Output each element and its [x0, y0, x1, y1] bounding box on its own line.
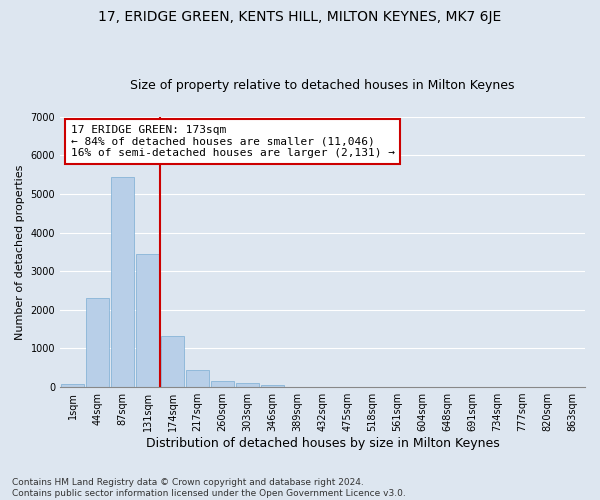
Bar — [61, 384, 84, 387]
Bar — [186, 370, 209, 387]
Bar — [236, 384, 259, 387]
Text: Contains HM Land Registry data © Crown copyright and database right 2024.
Contai: Contains HM Land Registry data © Crown c… — [12, 478, 406, 498]
Bar — [86, 298, 109, 387]
Text: 17 ERIDGE GREEN: 173sqm
← 84% of detached houses are smaller (11,046)
16% of sem: 17 ERIDGE GREEN: 173sqm ← 84% of detache… — [71, 125, 395, 158]
Text: 17, ERIDGE GREEN, KENTS HILL, MILTON KEYNES, MK7 6JE: 17, ERIDGE GREEN, KENTS HILL, MILTON KEY… — [98, 10, 502, 24]
X-axis label: Distribution of detached houses by size in Milton Keynes: Distribution of detached houses by size … — [146, 437, 499, 450]
Y-axis label: Number of detached properties: Number of detached properties — [15, 164, 25, 340]
Bar — [211, 380, 234, 387]
Bar — [136, 254, 159, 387]
Bar — [111, 176, 134, 387]
Title: Size of property relative to detached houses in Milton Keynes: Size of property relative to detached ho… — [130, 79, 515, 92]
Bar — [161, 336, 184, 387]
Bar — [261, 384, 284, 387]
